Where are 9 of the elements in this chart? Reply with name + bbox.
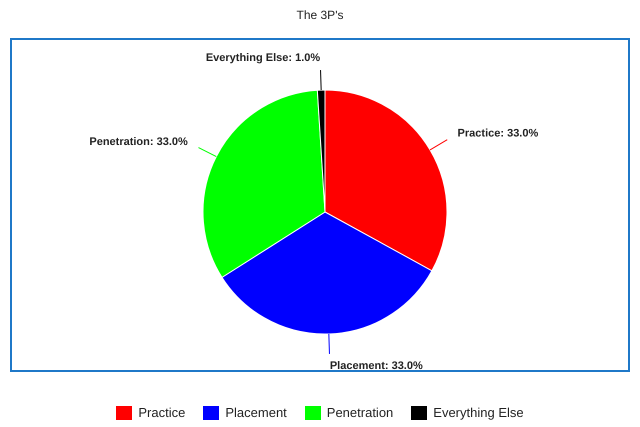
legend-label: Penetration (326, 405, 394, 420)
data-label: Practice: 33.0% (458, 128, 538, 140)
data-label: Placement: 33.0% (330, 360, 423, 372)
legend-label: Everything Else (432, 405, 524, 420)
legend-label: Practice (137, 405, 186, 420)
legend-label: Placement (224, 405, 287, 420)
chart-title: The 3P's (296, 8, 344, 22)
data-label: Penetration: 33.0% (89, 136, 188, 148)
data-label: Everything Else: 1.0% (206, 52, 320, 64)
